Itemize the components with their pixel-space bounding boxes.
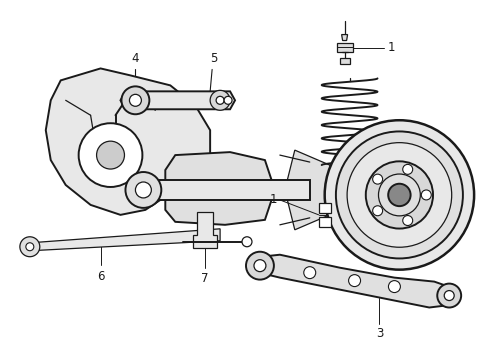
Bar [146,180,310,200]
Text: 1: 1 [388,41,395,54]
Circle shape [242,237,252,247]
Circle shape [421,190,431,200]
Text: 5: 5 [210,53,218,66]
Circle shape [389,280,400,293]
Circle shape [129,94,142,106]
Polygon shape [340,58,349,64]
Circle shape [246,252,274,280]
Circle shape [216,96,224,104]
Circle shape [325,120,474,270]
Circle shape [378,174,420,216]
Text: 4: 4 [132,53,139,66]
Text: 1: 1 [270,193,277,206]
Polygon shape [121,91,235,109]
Circle shape [97,141,124,169]
Circle shape [122,86,149,114]
Text: 7: 7 [201,272,209,285]
Circle shape [388,184,411,206]
Circle shape [254,260,266,272]
Circle shape [224,96,232,104]
Circle shape [373,206,383,216]
Text: 3: 3 [376,328,383,341]
Polygon shape [248,255,457,307]
Polygon shape [193,212,217,248]
Circle shape [210,90,230,110]
Text: 6: 6 [97,270,104,283]
Circle shape [336,131,463,258]
Circle shape [78,123,143,187]
Text: 2: 2 [425,141,433,155]
Circle shape [125,172,161,208]
Circle shape [403,165,413,174]
Circle shape [304,267,316,279]
Polygon shape [31,229,220,251]
Polygon shape [337,42,353,53]
Circle shape [437,284,461,307]
Polygon shape [285,150,340,230]
Circle shape [135,182,151,198]
Circle shape [403,216,413,225]
Circle shape [444,291,454,301]
Polygon shape [165,152,275,225]
Bar [318,217,331,227]
Polygon shape [46,68,210,215]
Circle shape [366,161,433,229]
Circle shape [348,275,361,287]
Circle shape [347,143,452,247]
Circle shape [373,174,383,184]
Circle shape [26,243,34,251]
Polygon shape [342,35,347,41]
Circle shape [20,237,40,257]
Bar [318,203,331,213]
